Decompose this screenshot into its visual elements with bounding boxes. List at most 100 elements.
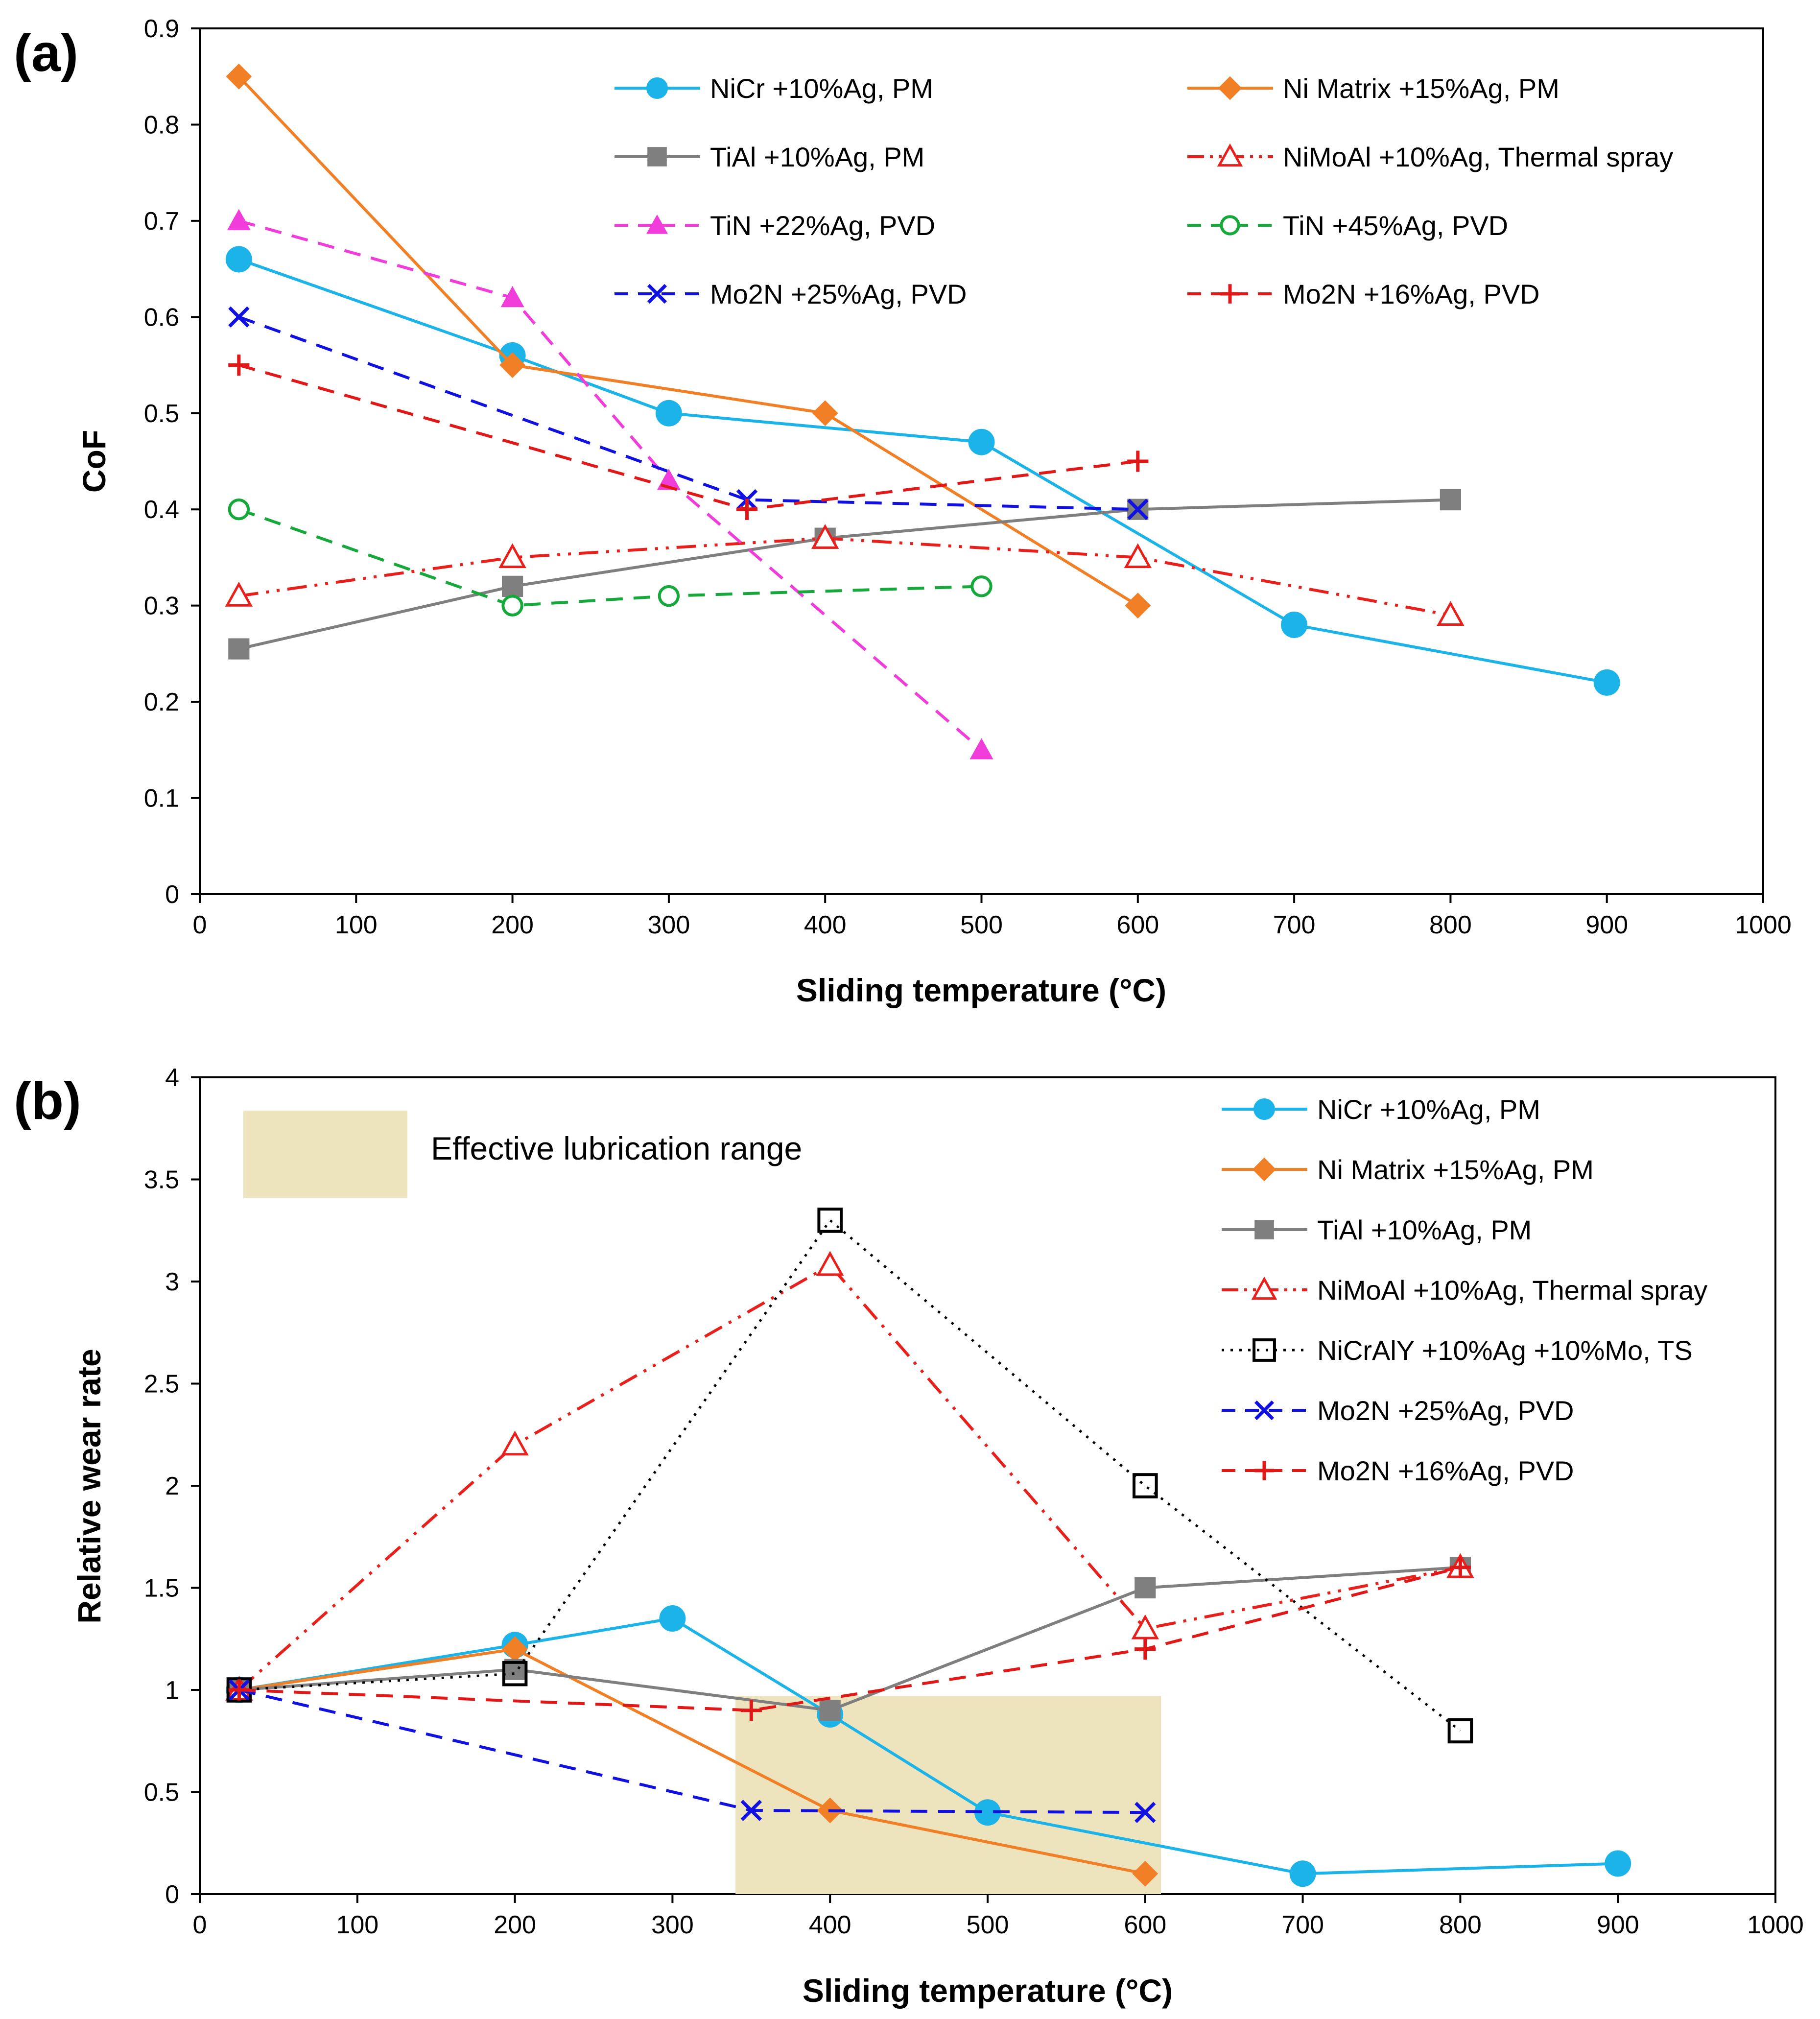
b-point-nimoal-10-ag-thermal-spray: [816, 1251, 844, 1276]
b-point-nimoal-10-ag-thermal-spray: [1131, 1614, 1159, 1639]
b-legend-label: NiCr +10%Ag, PM: [1317, 1094, 1540, 1125]
a-line-nicr-10-ag-pm: [238, 258, 1607, 684]
a-point-tin-45-ag-pvd: [970, 575, 993, 597]
panel-a: (a) 0 100 200 300 400 500 600 700 800 900 1000 0 0.1…: [14, 15, 1792, 1008]
b-legend-marker: [1251, 1276, 1277, 1300]
b-line-nimoal-10-ag-thermal-spray: [238, 1263, 1461, 1691]
b-series-nicraly-10-ag-10-mo-ts: [226, 1208, 1473, 1744]
a-point-ni-matrix-15-ag-pm: [226, 63, 252, 90]
panel-b-legend: NiCr +10%Ag, PM Ni Matrix +15%Ag, PM TiAl …: [1222, 1094, 1707, 1486]
a-line-mo2n-25-ag-pvd: [238, 315, 1138, 511]
b-legend-item: Ni Matrix +15%Ag, PM: [1222, 1154, 1594, 1185]
a-point-nicr-10-ag-pm: [1281, 611, 1308, 638]
b-legend-label: NiMoAl +10%Ag, Thermal spray: [1317, 1275, 1707, 1306]
b-legend-item: TiAl +10%Ag, PM: [1222, 1214, 1532, 1245]
a-x-tick-label: 600: [1116, 911, 1159, 939]
b-legend-label: NiCrAlY +10%Ag +10%Mo, TS: [1317, 1335, 1693, 1366]
a-x-tick-label: 500: [960, 911, 1003, 939]
b-point-mo2n-16-ag-pvd: [228, 1679, 250, 1701]
a-point-nimoal-10-ag-thermal-spray: [498, 543, 526, 569]
b-point-mo2n-16-ag-pvd: [1135, 1639, 1156, 1660]
b-x-tick-label: 1000: [1747, 1911, 1804, 1939]
a-point-nicr-10-ag-pm: [655, 400, 682, 427]
a-point-mo2n-16-ag-pvd: [1127, 451, 1149, 472]
b-point-mo2n-16-ag-pvd: [740, 1700, 762, 1721]
a-point-ni-matrix-15-ag-pm: [1125, 593, 1151, 619]
a-y-tick-label: 0.7: [144, 207, 179, 236]
a-line-ni-matrix-15-ag-pm: [237, 75, 1139, 607]
b-point-ni-matrix-15-ag-pm: [1132, 1860, 1158, 1887]
a-legend-label: TiAl +10%Ag, PM: [710, 142, 924, 172]
a-legend-item: Ni Matrix +15%Ag, PM: [1187, 73, 1560, 104]
b-legend-item: NiCrAlY +10%Ag +10%Mo, TS: [1222, 1335, 1693, 1366]
a-legend-marker: [646, 214, 668, 234]
a-series-mo2n-16-ag-pvd: [228, 354, 1149, 520]
b-line-mo2n-16-ag-pvd: [239, 1566, 1461, 1712]
a-legend-label: TiN +22%Ag, PVD: [710, 210, 935, 241]
shade-legend-label: Effective lubrication range: [431, 1130, 802, 1166]
a-line-tin-45-ag-pvd: [238, 508, 982, 607]
panel-a-ticks: 0 100 200 300 400 500 600 700 800 900 1000 0 0.1 0.2 0…: [144, 15, 1792, 939]
a-point-tin-45-ag-pvd: [501, 594, 523, 617]
b-x-tick-label: 900: [1597, 1911, 1639, 1939]
b-x-tick-label: 300: [651, 1911, 694, 1939]
panel-a-label: (a): [14, 23, 78, 82]
b-y-tick-label: 3.5: [144, 1166, 179, 1194]
shade-legend-swatch: [243, 1111, 407, 1198]
a-x-tick-label: 0: [193, 911, 207, 939]
b-legend-label: Ni Matrix +15%Ag, PM: [1317, 1154, 1594, 1185]
b-y-tick-label: 3: [165, 1268, 179, 1296]
b-point-nicr-10-ag-pm: [1605, 1850, 1631, 1877]
b-point-mo2n-25-ag-pvd: [1135, 1802, 1156, 1823]
a-point-tin-22-ag-pvd: [500, 286, 524, 308]
a-x-tick-label: 200: [491, 911, 534, 939]
b-point-ni-matrix-15-ag-pm: [502, 1636, 528, 1662]
b-y-tick-label: 2.5: [144, 1370, 179, 1399]
b-legend-marker: [1253, 1098, 1275, 1120]
b-legend-item: NiCr +10%Ag, PM: [1222, 1094, 1540, 1125]
b-legend-label: Mo2N +25%Ag, PVD: [1317, 1395, 1574, 1426]
b-point-nimoal-10-ag-thermal-spray: [501, 1430, 529, 1456]
a-series-tin-45-ag-pvd: [228, 499, 993, 617]
a-point-tin-22-ag-pvd: [227, 209, 251, 231]
a-legend-item: TiN +45%Ag, PVD: [1187, 210, 1508, 241]
a-legend-item: Mo2N +25%Ag, PVD: [615, 279, 967, 309]
a-legend-marker: [1217, 143, 1243, 167]
b-x-tick-label: 400: [809, 1911, 851, 1939]
b-point-mo2n-25-ag-pvd: [740, 1800, 762, 1821]
a-y-tick-label: 0: [165, 880, 179, 909]
b-x-tick-label: 0: [193, 1911, 207, 1939]
a-point-ni-matrix-15-ag-pm: [812, 400, 838, 427]
b-point-nicr-10-ag-pm: [974, 1799, 1001, 1826]
a-legend-marker: [646, 77, 668, 99]
a-legend-marker: [647, 284, 667, 304]
b-legend-item: Mo2N +25%Ag, PVD: [1222, 1395, 1574, 1426]
a-y-tick-label: 0.8: [144, 111, 179, 139]
a-series-ni-matrix-15-ag-pm: [226, 63, 1151, 619]
b-x-tick-label: 100: [336, 1911, 378, 1939]
a-point-tial-10-ag-pm: [502, 575, 523, 597]
b-legend-item: NiMoAl +10%Ag, Thermal spray: [1222, 1275, 1707, 1306]
b-y-tick-label: 1.5: [144, 1574, 179, 1603]
b-x-tick-label: 800: [1439, 1911, 1482, 1939]
panel-b-label: (b): [14, 1071, 81, 1130]
a-legend-marker: [1220, 284, 1240, 304]
b-point-nicraly-10-ag-10-mo-ts: [1447, 1718, 1473, 1744]
panel-b-ticks: 0 100 200 300 400 500 600 700 800 900 1000 0 0.5 1 1.5…: [144, 1064, 1804, 1939]
b-legend-marker: [1252, 1157, 1276, 1182]
b-y-tick-label: 1: [165, 1676, 179, 1705]
a-legend-item: TiN +22%Ag, PVD: [615, 210, 935, 241]
a-legend-label: Mo2N +16%Ag, PVD: [1283, 279, 1539, 309]
a-y-tick-label: 0.2: [144, 688, 179, 716]
a-x-tick-label: 1000: [1735, 911, 1792, 939]
a-point-mo2n-25-ag-pvd: [1127, 499, 1149, 520]
a-point-nimoal-10-ag-thermal-spray: [1437, 601, 1465, 626]
panel-a-y-axis-title: CoF: [76, 430, 112, 493]
a-point-mo2n-25-ag-pvd: [228, 306, 250, 328]
b-point-tial-10-ag-pm: [1135, 1577, 1156, 1599]
b-x-tick-label: 700: [1281, 1911, 1324, 1939]
b-x-tick-label: 200: [494, 1911, 536, 1939]
panel-b-series: [225, 1208, 1631, 1887]
effective-lubrication-range: [735, 1696, 1161, 1894]
